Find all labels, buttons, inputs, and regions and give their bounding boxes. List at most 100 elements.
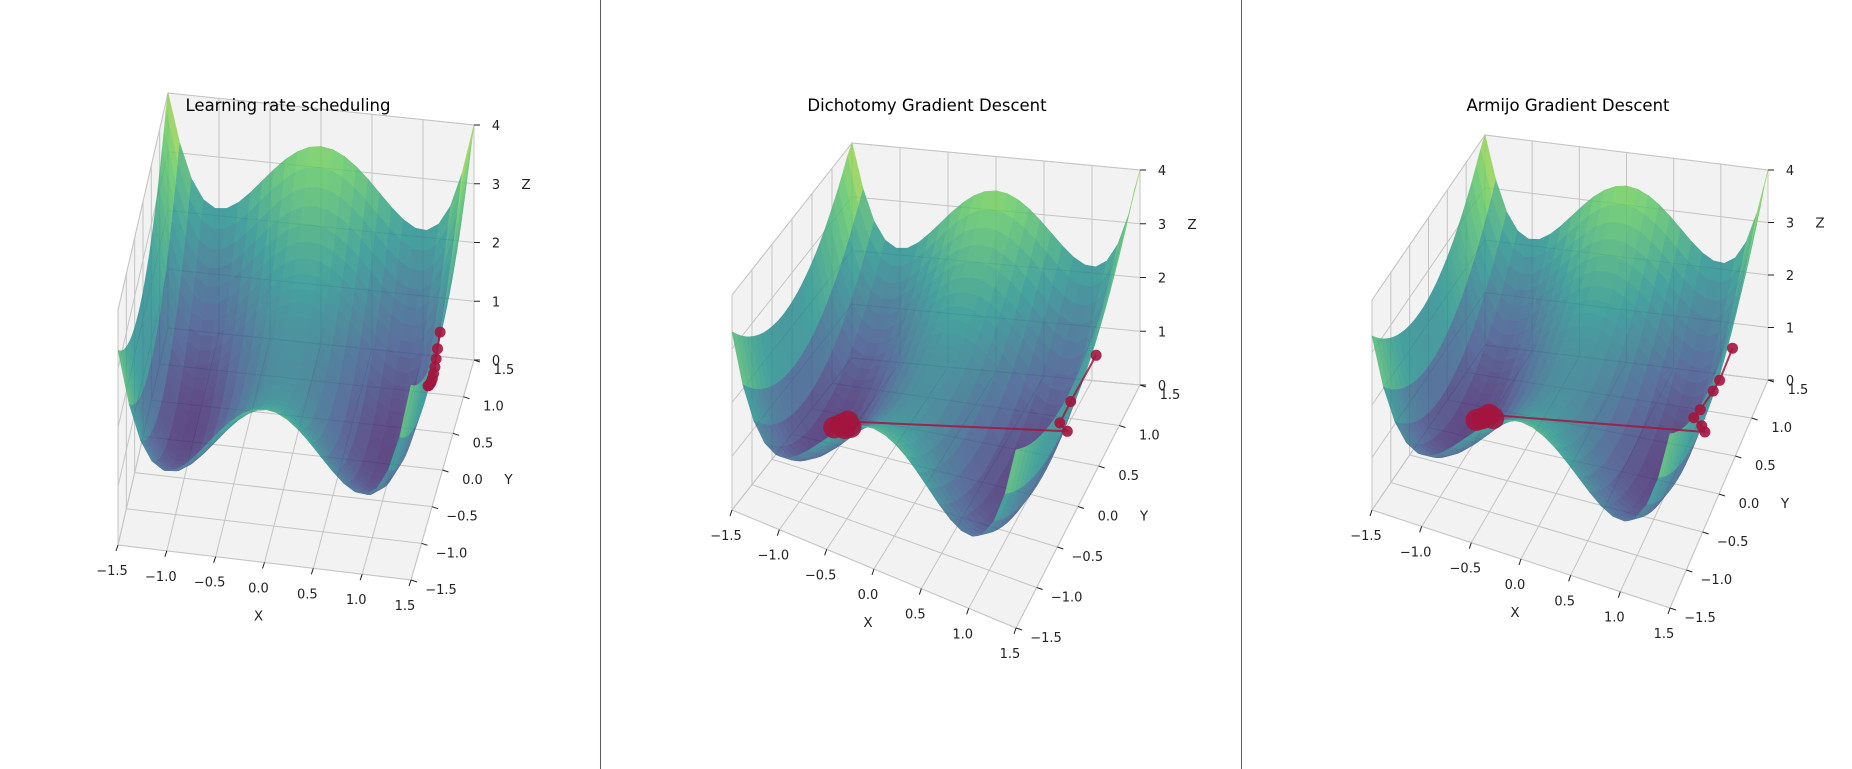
- z-tick-label: 2: [1158, 272, 1166, 287]
- y-tick-label: 1.0: [1771, 421, 1792, 436]
- y-tick-mark: [452, 432, 460, 436]
- x-tick-label: −1.0: [758, 549, 790, 564]
- descent-path-point: [1699, 426, 1711, 438]
- y-tick-label: 0.0: [462, 473, 483, 488]
- x-tick-mark: [1518, 558, 1522, 566]
- descent-path-point: [1688, 412, 1700, 424]
- y-tick-mark: [1015, 627, 1023, 631]
- x-tick-mark: [918, 588, 922, 595]
- surface-patch: [200, 319, 216, 337]
- x-axis-label: X: [863, 615, 872, 631]
- y-tick-label: 0.5: [473, 436, 494, 451]
- z-tick-label: 0: [1158, 379, 1166, 394]
- grid-line: [851, 142, 1141, 171]
- x-tick-label: −1.0: [145, 570, 177, 585]
- grid-line: [167, 92, 475, 126]
- y-tick-label: 1.0: [483, 400, 504, 415]
- descent-path-point: [1090, 349, 1102, 361]
- z-tick-label: 2: [492, 237, 500, 252]
- x-tick-mark: [729, 509, 733, 517]
- surface-patch: [212, 208, 228, 230]
- surface-patch: [180, 437, 195, 446]
- descent-path-point: [1707, 385, 1719, 397]
- descent-path-point: [839, 416, 862, 438]
- grid-line: [1484, 134, 1769, 171]
- y-tick-label: 0.5: [1118, 469, 1139, 484]
- y-tick-label: 0.0: [1098, 510, 1119, 525]
- y-axis-label: Y: [503, 472, 513, 488]
- surface-patch: [206, 267, 222, 287]
- y-axis-label: Y: [1139, 509, 1149, 525]
- x-tick-mark: [824, 549, 828, 556]
- z-tick-label: 3: [1158, 218, 1166, 233]
- y-tick-mark: [1686, 569, 1693, 573]
- x-tick-mark: [1667, 607, 1671, 615]
- y-tick-mark: [1036, 587, 1043, 590]
- descent-path-point: [1465, 409, 1488, 431]
- y-tick-label: 1.0: [1139, 429, 1160, 444]
- x-tick-label: 0.5: [1554, 594, 1575, 609]
- y-tick-label: 0.0: [1739, 497, 1760, 512]
- y-tick-label: 1.5: [1160, 388, 1181, 403]
- y-tick-mark: [1057, 546, 1064, 550]
- panel-title: Learning rate scheduling: [186, 96, 391, 115]
- panel-divider: [1241, 0, 1242, 769]
- x-tick-label: −1.5: [710, 529, 742, 544]
- x-tick-mark: [164, 550, 168, 557]
- y-tick-mark: [1735, 455, 1742, 459]
- surface-mesh: [1371, 133, 1769, 522]
- y-tick-mark: [431, 506, 439, 510]
- x-tick-mark: [1568, 575, 1572, 582]
- x-tick-label: 0.0: [248, 582, 269, 597]
- x-tick-label: 1.5: [1000, 647, 1021, 662]
- panel-title: Armijo Gradient Descent: [1466, 96, 1670, 115]
- descent-path-point: [1061, 425, 1073, 437]
- z-tick-label: 3: [1786, 217, 1794, 232]
- descent-path-point: [430, 353, 442, 365]
- panel-divider: [600, 0, 601, 769]
- y-tick-label: −1.5: [1684, 611, 1716, 626]
- grid-line: [731, 142, 853, 296]
- x-tick-mark: [310, 568, 314, 575]
- y-tick-label: −1.0: [1701, 573, 1733, 588]
- x-tick-mark: [359, 574, 363, 581]
- grid-line: [117, 92, 169, 311]
- x-tick-mark: [871, 568, 875, 576]
- descent-path-point: [1694, 404, 1706, 416]
- z-tick-label: 1: [1158, 325, 1166, 340]
- descent-path-point: [1054, 417, 1066, 429]
- x-tick-mark: [1369, 509, 1373, 517]
- x-tick-label: 1.0: [346, 593, 367, 608]
- z-tick-label: 0: [492, 354, 500, 369]
- descent-path-point: [422, 380, 434, 392]
- x-tick-mark: [213, 556, 217, 563]
- y-tick-mark: [1702, 531, 1709, 535]
- surface-plot-panel: −1.5 −1.0 −0.5 0.0 0.5 1.0 1.5 −1.5 −1.0 −0.5 0.0 0…: [96, 92, 531, 625]
- surface-patch: [184, 421, 199, 431]
- surface-patch: [1658, 432, 1675, 478]
- y-tick-label: −1.5: [425, 583, 457, 598]
- y-tick-mark: [410, 579, 418, 583]
- surface-patch: [210, 228, 226, 250]
- z-tick-label: 4: [492, 119, 500, 134]
- surface-patch: [188, 400, 203, 413]
- y-tick-mark: [421, 542, 428, 546]
- surface-patch: [196, 350, 212, 366]
- surface-patch: [1004, 448, 1022, 495]
- y-tick-label: −0.5: [1717, 535, 1749, 550]
- descent-path-point: [1727, 342, 1738, 354]
- x-tick-label: −0.5: [805, 568, 837, 583]
- x-tick-mark: [1468, 542, 1472, 549]
- surface-plot-panel: −1.5 −1.0 −0.5 0.0 0.5 1.0 1.5 −1.5 −1.0 −0.5 0.0 0…: [1350, 96, 1824, 642]
- x-tick-label: −0.5: [194, 576, 226, 591]
- x-tick-label: 0.5: [297, 587, 318, 602]
- z-axis-label: Z: [521, 177, 530, 193]
- y-tick-mark: [442, 469, 449, 473]
- y-axis-label: Y: [1780, 496, 1790, 512]
- z-tick-label: 4: [1786, 164, 1794, 179]
- surface-patch: [204, 286, 220, 305]
- z-tick-label: 2: [1786, 269, 1794, 284]
- surface-plot-panel: −1.5 −1.0 −0.5 0.0 0.5 1.0 1.5 −1.5 −1.0 −0.5 0.0 0…: [710, 96, 1196, 662]
- y-tick-label: −1.0: [1051, 591, 1083, 606]
- z-axis-label: Z: [1187, 217, 1196, 233]
